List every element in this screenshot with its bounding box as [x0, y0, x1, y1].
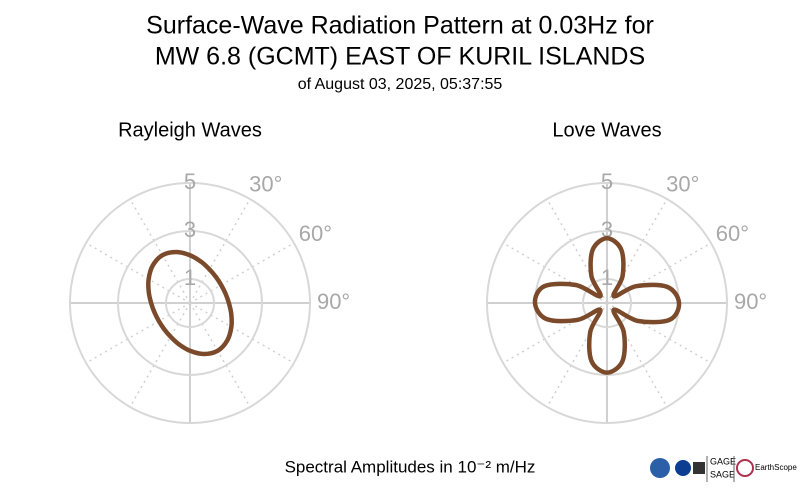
theta-tick-label: 30°	[249, 171, 282, 196]
ring	[582, 278, 632, 328]
logo	[693, 462, 705, 474]
theta-tick-label: 60°	[299, 221, 332, 246]
panel-title: Love Waves	[552, 119, 661, 141]
pattern-curve	[146, 249, 234, 357]
r-tick-label: 3	[184, 217, 196, 242]
theta-tick-label: 90°	[317, 289, 350, 314]
theta-tick-label: 60°	[716, 221, 749, 246]
r-tick-label: 5	[184, 169, 196, 194]
theta-tick-label: 30°	[666, 171, 699, 196]
subtitle: of August 03, 2025, 05:37:55	[298, 76, 503, 93]
r-tick-label: 5	[601, 169, 613, 194]
r-tick-label: 3	[601, 217, 613, 242]
spoke	[85, 302, 191, 364]
spoke	[189, 302, 295, 364]
theta-tick-label: 90°	[734, 289, 767, 314]
spoke	[129, 198, 191, 304]
title: Surface-Wave Radiation Pattern at 0.03Hz…	[146, 12, 654, 40]
ring	[69, 182, 311, 424]
r-tick-label: 1	[184, 265, 196, 290]
spoke	[189, 198, 251, 304]
pattern-curve	[532, 235, 682, 375]
logo-text: EarthScope	[755, 463, 797, 472]
spoke	[129, 302, 191, 408]
logo	[675, 460, 691, 476]
ring	[165, 278, 215, 328]
spoke	[189, 302, 251, 408]
title-line-2: MW 6.8 (GCMT) EAST OF KURIL ISLANDS	[155, 43, 645, 71]
logos: GAGE SAGE EarthScope	[650, 456, 797, 482]
caption: Spectral Amplitudes in 10⁻² m/Hz	[285, 457, 536, 476]
spoke	[85, 242, 191, 304]
logo	[736, 459, 754, 477]
ring	[486, 182, 728, 424]
logo-text: SAGE	[710, 469, 735, 479]
ring	[117, 230, 263, 376]
logo	[650, 458, 670, 478]
r-tick-label: 1	[601, 265, 613, 290]
logo-text: GAGE	[710, 456, 736, 466]
panel-title: Rayleigh Waves	[118, 119, 262, 141]
spoke	[189, 242, 295, 304]
